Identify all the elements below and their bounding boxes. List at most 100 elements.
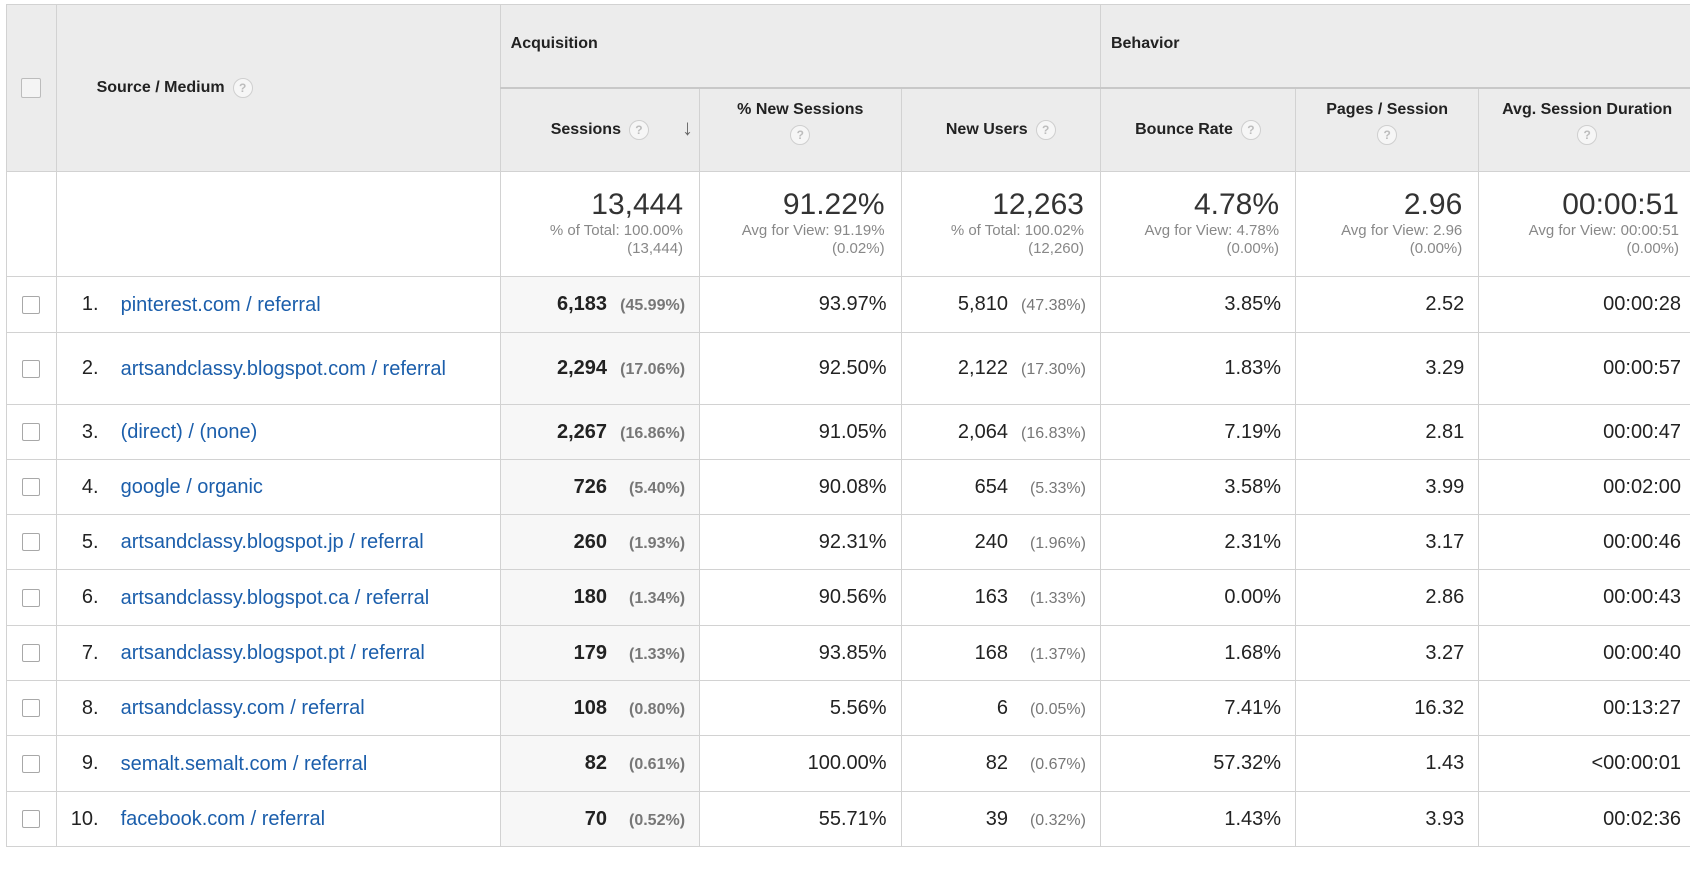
row-checkbox[interactable]	[22, 423, 41, 442]
sessions-cell: 260 (1.93%)	[499, 514, 701, 570]
help-icon[interactable]: ?	[232, 78, 253, 98]
total-value: 4.78%	[1193, 188, 1280, 221]
help-icon[interactable]: ?	[790, 125, 811, 145]
sessions-label: Sessions	[550, 121, 621, 139]
total-subtext: Avg for View: 91.19%	[741, 222, 885, 239]
new-users-value: 2,064	[957, 420, 1008, 443]
new-users-header[interactable]: New Users?	[900, 87, 1101, 172]
pages-session-header[interactable]: Pages / Session?	[1295, 87, 1480, 172]
new-users-cell: 168 (1.37%)	[900, 625, 1101, 681]
help-icon[interactable]: ?	[1240, 120, 1261, 140]
row-checkbox[interactable]	[22, 754, 41, 773]
source-cell: 1. pinterest.com / referral	[55, 276, 501, 333]
analytics-report-table: Source / Medium? Acquisition Behavior Se…	[6, 4, 1690, 847]
pages-session-cell: 3.29	[1295, 332, 1480, 405]
new-sessions-cell: 93.85%	[699, 625, 902, 681]
new-users-percent: (16.83%)	[1021, 424, 1086, 442]
pages-session-cell: 16.32	[1295, 680, 1480, 736]
source-cell: 9. semalt.semalt.com / referral	[55, 735, 501, 792]
behavior-label: Behavior	[1110, 35, 1180, 52]
total-value: 91.22%	[782, 188, 885, 221]
total-new-users: 12,263% of Total: 100.02% (12,260)	[900, 171, 1101, 277]
bounce-rate-header[interactable]: Bounce Rate?	[1099, 87, 1297, 172]
sessions-value: 2,294	[556, 357, 608, 379]
table-row: 7. artsandclassy.blogspot.pt / referral …	[6, 625, 1690, 681]
row-index: 1.	[81, 293, 99, 315]
select-all-checkbox[interactable]	[21, 78, 42, 98]
row-index: 9.	[81, 752, 99, 774]
pages-session-cell: 2.86	[1295, 569, 1480, 626]
source-medium-link[interactable]: artsandclassy.blogspot.pt / referral	[120, 642, 425, 664]
row-checkbox[interactable]	[22, 588, 41, 607]
table-row: 9. semalt.semalt.com / referral 82 (0.61%…	[6, 735, 1690, 792]
pages-session-cell: 3.93	[1295, 791, 1480, 847]
source-medium-link[interactable]: artsandclassy.com / referral	[120, 697, 365, 719]
avg-duration-cell: 00:00:28	[1478, 276, 1690, 333]
row-checkbox[interactable]	[22, 533, 41, 552]
source-medium-link[interactable]: semalt.semalt.com / referral	[120, 752, 368, 775]
sessions-cell: 2,267 (16.86%)	[499, 404, 701, 460]
new-users-cell: 163 (1.33%)	[900, 569, 1101, 626]
behavior-group-header: Behavior	[1099, 4, 1690, 89]
help-icon[interactable]: ?	[1377, 125, 1398, 145]
new-sessions-cell: 90.56%	[699, 569, 902, 626]
new-sessions-header[interactable]: % New Sessions?	[699, 87, 902, 172]
help-icon[interactable]: ?	[1035, 120, 1056, 140]
row-checkbox-cell	[6, 404, 57, 460]
row-checkbox[interactable]	[22, 810, 41, 829]
new-users-percent: (0.67%)	[1029, 756, 1086, 773]
source-cell: 4. google / organic	[55, 459, 501, 515]
help-icon[interactable]: ?	[628, 120, 649, 140]
row-checkbox-cell	[6, 332, 57, 405]
avg-duration-header[interactable]: Avg. Session Duration?	[1478, 87, 1690, 172]
sort-descending-icon[interactable]: ↓	[682, 115, 694, 140]
new-users-cell: 39 (0.32%)	[900, 791, 1101, 847]
new-users-percent: (47.38%)	[1021, 297, 1086, 314]
source-medium-link[interactable]: artsandclassy.blogspot.jp / referral	[120, 531, 424, 553]
acquisition-label: Acquisition	[510, 35, 598, 52]
pages-session-label: Pages / Session	[1326, 101, 1449, 118]
sessions-value: 6,183	[556, 293, 608, 315]
source-medium-link[interactable]: artsandclassy.blogspot.ca / referral	[120, 586, 430, 609]
new-sessions-cell: 91.05%	[699, 404, 902, 460]
source-medium-link[interactable]: pinterest.com / referral	[120, 293, 321, 316]
total-sessions: 13,444% of Total: 100.00% (13,444)	[499, 171, 701, 277]
row-checkbox[interactable]	[22, 699, 41, 718]
row-checkbox[interactable]	[22, 359, 41, 378]
total-value: 00:00:51	[1562, 188, 1679, 221]
row-checkbox[interactable]	[22, 644, 41, 663]
sessions-percent: (1.33%)	[629, 645, 686, 663]
source-medium-header[interactable]: Source / Medium?	[55, 4, 501, 172]
bounce-rate-cell: 7.19%	[1099, 404, 1297, 460]
source-medium-link[interactable]: facebook.com / referral	[120, 808, 326, 830]
avg-duration-cell: 00:00:47	[1478, 404, 1690, 460]
total-subtext: Avg for View: 00:00:51	[1528, 222, 1679, 239]
row-checkbox[interactable]	[22, 478, 41, 497]
new-users-cell: 2,064 (16.83%)	[900, 404, 1101, 460]
select-all-cell	[6, 4, 57, 172]
source-medium-link[interactable]: (direct) / (none)	[120, 421, 258, 443]
row-checkbox-cell	[6, 514, 57, 570]
sessions-cell: 70 (0.52%)	[499, 791, 701, 847]
sessions-percent: (1.34%)	[629, 590, 686, 607]
table-row: 10. facebook.com / referral 70 (0.52%) 55…	[6, 791, 1690, 847]
source-medium-link[interactable]: artsandclassy.blogspot.com / referral	[120, 357, 446, 380]
source-cell: 3. (direct) / (none)	[55, 404, 501, 460]
row-checkbox[interactable]	[22, 295, 41, 314]
total-subtext: (13,444)	[627, 240, 684, 257]
sessions-header[interactable]: Sessions? ↓	[499, 87, 701, 172]
total-subtext: (0.00%)	[1226, 240, 1280, 257]
sessions-percent: (17.06%)	[620, 361, 686, 378]
pages-session-cell: 1.43	[1295, 735, 1480, 792]
bounce-rate-label: Bounce Rate	[1135, 121, 1233, 139]
table-row: 2. artsandclassy.blogspot.com / referral…	[6, 332, 1690, 405]
row-index: 3.	[81, 420, 99, 443]
row-checkbox-cell	[6, 791, 57, 847]
new-users-cell: 5,810 (47.38%)	[900, 276, 1101, 333]
new-users-percent: (1.96%)	[1029, 534, 1086, 552]
totals-empty-cell	[55, 171, 501, 277]
help-icon[interactable]: ?	[1577, 125, 1598, 145]
source-medium-link[interactable]: google / organic	[120, 476, 263, 498]
source-cell: 10. facebook.com / referral	[55, 791, 501, 847]
new-users-percent: (1.37%)	[1029, 645, 1086, 663]
